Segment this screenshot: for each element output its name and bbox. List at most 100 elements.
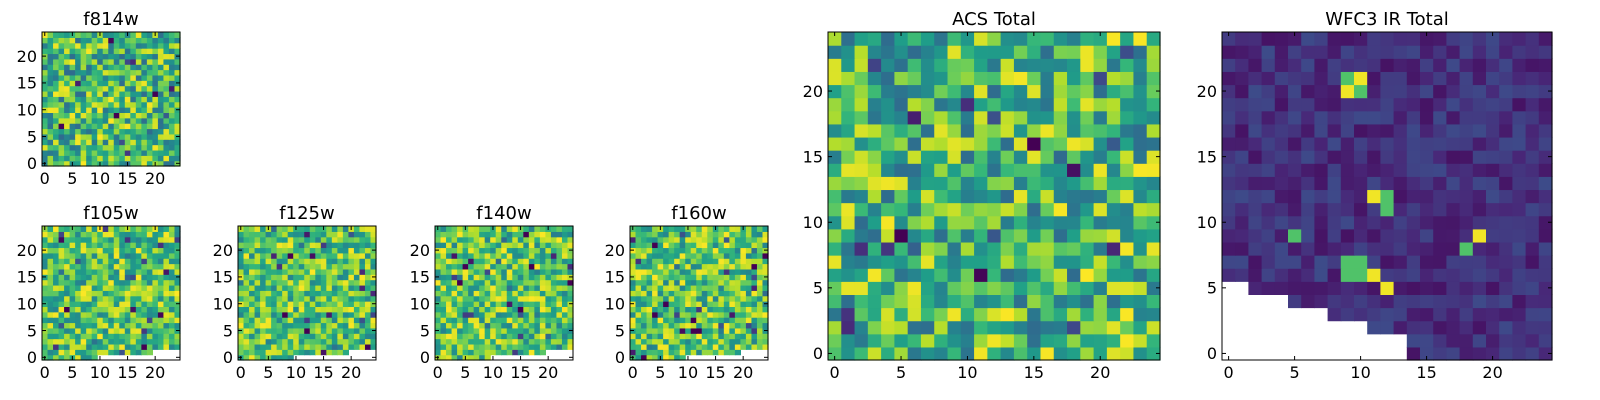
- heatmap-cell: [934, 307, 949, 322]
- heatmap-cell: [1120, 346, 1135, 361]
- heatmap-cell: [157, 64, 165, 71]
- heatmap-cell: [174, 317, 181, 324]
- heatmap-cell: [756, 226, 764, 232]
- heatmap-cell: [1040, 110, 1055, 125]
- heatmap-cell: [646, 236, 653, 243]
- heatmap-cell: [657, 317, 664, 324]
- heatmap-cell: [1486, 163, 1500, 177]
- heatmap-cell: [86, 242, 93, 249]
- heatmap-cell: [47, 48, 54, 55]
- heatmap-cell: [157, 144, 165, 151]
- heatmap-cell: [1459, 176, 1474, 191]
- heatmap-cell: [249, 311, 256, 318]
- heatmap-cell: [1367, 136, 1381, 151]
- heatmap-cell: [974, 333, 988, 348]
- heatmap-cell: [342, 236, 349, 243]
- heatmap-cell: [271, 226, 278, 232]
- heatmap-cell: [1459, 163, 1474, 177]
- heatmap-cell: [657, 311, 664, 318]
- heatmap-cell: [102, 80, 109, 87]
- heatmap-cell: [42, 349, 49, 356]
- heatmap-cell: [326, 327, 333, 334]
- heatmap-cell: [1146, 346, 1161, 361]
- heatmap-cell: [462, 343, 469, 350]
- heatmap-cell: [657, 263, 664, 270]
- heatmap-cell: [287, 231, 294, 238]
- heatmap-cell: [53, 123, 60, 130]
- heatmap-cell: [690, 252, 697, 259]
- heatmap-cell: [696, 258, 703, 265]
- heatmap-cell: [141, 42, 148, 49]
- heatmap-cell: [157, 295, 165, 302]
- heatmap-cell: [359, 290, 366, 297]
- heatmap-cell: [342, 279, 349, 286]
- heatmap-cell: [841, 215, 856, 230]
- heatmap-cell: [473, 333, 480, 340]
- heatmap-cell: [539, 263, 546, 270]
- heatmap-cell: [249, 247, 256, 254]
- heatmap-cell: [58, 333, 65, 340]
- heatmap-cell: [135, 69, 142, 76]
- heatmap-cell: [249, 306, 256, 313]
- heatmap-cell: [635, 327, 642, 334]
- heatmap-cell: [523, 343, 530, 350]
- heatmap-cell: [47, 317, 54, 324]
- heatmap-cell: [1459, 241, 1474, 256]
- x-tick-label: 10: [483, 363, 503, 382]
- heatmap-cell: [276, 317, 283, 324]
- heatmap-cell: [751, 268, 758, 275]
- heatmap-cell: [947, 281, 962, 295]
- heatmap-cell: [337, 317, 344, 324]
- heatmap-cell: [353, 322, 361, 329]
- y-tick-label: 5: [813, 279, 823, 298]
- heatmap-cell: [249, 252, 256, 259]
- heatmap-cell: [124, 274, 131, 281]
- heatmap-cell: [113, 58, 120, 65]
- heatmap-cell: [260, 252, 267, 259]
- heatmap-cell: [435, 284, 442, 291]
- heatmap-cell: [685, 290, 692, 297]
- x-tick-label: 0: [830, 363, 840, 382]
- heatmap-cell: [80, 327, 87, 334]
- heatmap-cell: [723, 306, 730, 313]
- heatmap-cell: [881, 281, 895, 295]
- heatmap-cell: [663, 349, 670, 356]
- heatmap-cell: [47, 279, 54, 286]
- heatmap-cell: [249, 242, 256, 249]
- heatmap-cell: [135, 53, 142, 60]
- heatmap-cell: [484, 317, 491, 324]
- heatmap-cell: [1354, 163, 1368, 177]
- heatmap-cell: [473, 354, 480, 361]
- heatmap-cell: [163, 69, 170, 76]
- heatmap-cell: [282, 252, 289, 259]
- heatmap-cell: [113, 53, 120, 60]
- heatmap-cell: [119, 117, 126, 124]
- heatmap-cell: [867, 228, 882, 243]
- heatmap-cell: [86, 322, 93, 329]
- heatmap-cell: [249, 284, 256, 291]
- heatmap-cell: [696, 226, 703, 232]
- y-tick-label: 10: [17, 100, 37, 119]
- heatmap-cell: [1446, 241, 1461, 256]
- heatmap-cell: [1080, 333, 1095, 348]
- heatmap-cell: [907, 320, 922, 335]
- heatmap-cell: [1040, 71, 1055, 86]
- heatmap-cell: [69, 139, 76, 146]
- heatmap-cell: [1133, 176, 1148, 191]
- heatmap-cell: [108, 247, 115, 254]
- heatmap-cell: [440, 306, 447, 313]
- heatmap-cell: [854, 189, 869, 204]
- heatmap-cell: [534, 349, 541, 356]
- heatmap-cell: [135, 58, 142, 65]
- heatmap-cell: [907, 123, 922, 138]
- heatmap-cell: [141, 32, 148, 38]
- heatmap-cell: [1013, 58, 1028, 72]
- heatmap-cell: [1314, 268, 1329, 282]
- heatmap-cell: [146, 69, 153, 76]
- heatmap-cell: [342, 226, 349, 232]
- heatmap-cell: [249, 279, 256, 286]
- heatmap-cell: [1538, 32, 1553, 46]
- heatmap-cell: [1120, 255, 1135, 269]
- heatmap-cell: [113, 107, 120, 113]
- heatmap-cell: [1472, 123, 1487, 138]
